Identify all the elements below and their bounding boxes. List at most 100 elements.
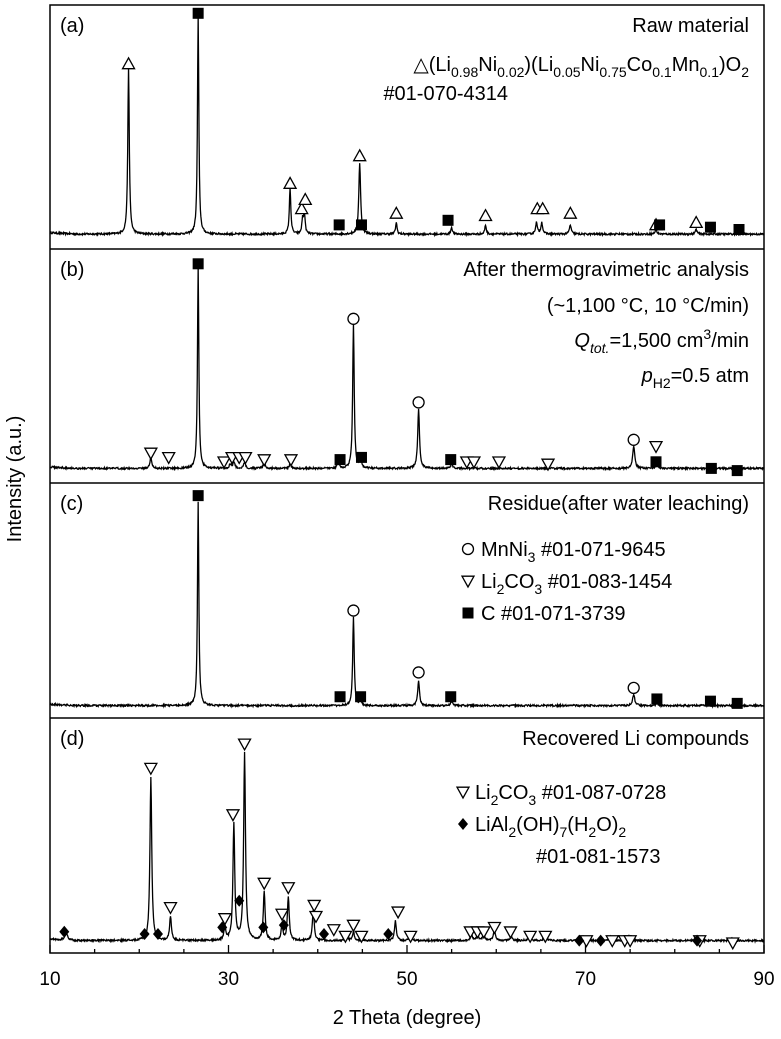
peak-marker-triangle-up-open — [563, 206, 578, 219]
legend-entry-part: 3 — [528, 792, 536, 808]
x-axis: 10 30 50 70 90 2 Theta (degree) — [39, 945, 775, 1029]
peak-marker-triangle-down-open — [283, 454, 299, 467]
peak-marker-triangle-down-open — [725, 937, 740, 951]
peak-marker-triangle-up-open — [535, 201, 550, 215]
legend-marker-diamond-filled — [458, 818, 468, 830]
panel-annotation-part: Q — [574, 330, 590, 352]
peak-marker-square-filled — [355, 691, 367, 703]
peak-marker-triangle-down-open — [143, 762, 158, 776]
legend-entry-part: O) — [596, 814, 618, 836]
peak-marker-triangle-down-open — [257, 877, 272, 891]
legend-entry-part: △(Li — [413, 54, 451, 76]
panel-annotation-part: 3 — [703, 326, 711, 342]
panel-annotation: pH2=0.5 atm — [641, 365, 749, 391]
peak-marker-diamond-filled — [318, 927, 329, 940]
peak-marker-triangle-down-open — [605, 935, 620, 948]
peak-marker-circle-open — [347, 604, 360, 617]
panel-annotation: Qtot.=1,500 cm3/min — [574, 326, 749, 356]
legend-entry-part: (H — [567, 814, 588, 836]
legend-entry-part: #01-071-9645 — [535, 539, 665, 561]
panel-label: (d) — [60, 728, 84, 750]
peak-marker-square-filled — [654, 219, 666, 231]
x-tick-label: 50 — [396, 969, 417, 990]
peak-marker-triangle-down-open — [466, 456, 482, 470]
legend-entry-part: Ni — [581, 54, 600, 76]
peak-marker-square-filled — [334, 454, 346, 466]
panel-annotation-part: /min — [711, 330, 749, 352]
legend-entry-part: LiAl — [475, 814, 508, 836]
legend-entry-part: CO — [498, 782, 528, 804]
plot-frame — [49, 4, 765, 954]
panel-annotation-part: p — [641, 365, 653, 387]
peak-marker-triangle-down-open — [237, 738, 252, 752]
peak-marker-triangle-up-open — [689, 215, 704, 229]
peak-marker-triangle-down-open — [143, 447, 158, 461]
peak-marker-circle-open — [627, 433, 640, 446]
legend-entry-part: 2 — [508, 824, 516, 840]
y-axis-title: Intensity (a.u.) — [4, 416, 26, 543]
peak-marker-diamond-filled — [59, 925, 70, 938]
peak-marker-square-filled — [445, 691, 457, 703]
peak-marker-triangle-down-open — [307, 899, 322, 913]
peak-marker-triangle-down-open — [257, 454, 272, 467]
legend-entry-part: Li — [475, 782, 491, 804]
panel-label: (c) — [60, 493, 83, 515]
x-tick-label: 10 — [39, 969, 60, 990]
legend-entry-part: Ni — [478, 54, 497, 76]
peak-marker-triangle-down-open — [523, 930, 538, 944]
legend-entry-part: 0.1 — [700, 64, 720, 80]
peak-marker-square-filled — [731, 465, 743, 477]
peak-marker-diamond-filled — [234, 894, 245, 907]
peak-marker-square-filled — [650, 456, 662, 468]
panel-annotation-part: =0.5 atm — [671, 365, 749, 387]
legend-entry-part: MnNi — [481, 539, 528, 561]
peak-marker-triangle-up-open — [389, 206, 404, 219]
peak-marker-square-filled — [651, 693, 663, 705]
peak-marker-triangle-down-open — [161, 451, 176, 465]
peak-marker-triangle-down-open — [274, 908, 290, 922]
peak-marker-triangle-down-open — [225, 809, 241, 822]
peak-marker-triangle-up-open — [298, 192, 313, 206]
x-axis-title: 2 Theta (degree) — [333, 1007, 482, 1029]
legend-entry-part: 2 — [588, 824, 596, 840]
peak-marker-triangle-up-open — [121, 56, 136, 70]
legend-entry-part: 7 — [559, 824, 567, 840]
peak-marker-square-filled — [442, 214, 454, 226]
peak-marker-triangle-up-open — [282, 176, 298, 189]
legend-entry-part: C #01-071-3739 — [481, 603, 626, 625]
peak-marker-triangle-down-open — [238, 451, 253, 465]
legend-entry-part: #01-070-4314 — [383, 83, 508, 105]
xrd-pattern-line — [49, 501, 765, 709]
legend-entry-part: 2 — [741, 64, 749, 80]
legend-entry-part: 3 — [534, 581, 542, 597]
legend-entry: #01-070-4314 — [383, 83, 508, 105]
legend-marker-triangle-down-open — [460, 575, 476, 589]
legend-entry: MnNi3 #01-071-9645 — [481, 539, 666, 565]
peak-marker-triangle-up-open — [294, 201, 309, 215]
legend-entry-part: 0.1 — [652, 64, 672, 80]
xrd-pattern-line — [49, 751, 765, 944]
legend-entry: #01-081-1573 — [536, 846, 661, 868]
peak-marker-triangle-down-open — [354, 930, 369, 944]
panel-annotation: (~1,100 °C, 10 °C/min) — [547, 295, 749, 317]
peak-marker-triangle-down-open — [390, 906, 406, 920]
peak-marker-triangle-down-open — [308, 910, 324, 924]
panel-annotation-part: H2 — [653, 375, 671, 391]
peak-marker-diamond-filled — [139, 927, 150, 940]
legend-entry-part: Mn — [672, 54, 700, 76]
xrd-pattern-line — [49, 15, 765, 238]
legend-entry-part: 0.75 — [599, 64, 626, 80]
peak-marker-circle-open — [627, 681, 640, 695]
legend-marker-square-filled — [462, 607, 474, 619]
peak-marker-circle-open — [412, 666, 425, 679]
peak-marker-triangle-down-open — [476, 926, 491, 940]
peak-marker-square-filled — [704, 695, 716, 707]
peak-marker-circle-open — [412, 396, 425, 409]
peak-marker-triangle-down-open — [491, 456, 507, 470]
panel-c: (c) Residue(after water leaching)MnNi3 #0… — [49, 482, 765, 709]
legend-entry-part: 0.02 — [497, 64, 524, 80]
legend-entry-part: Co — [627, 54, 653, 76]
xrd-pattern-line — [49, 265, 765, 472]
legend-entry: Li2CO3 #01-083-1454 — [481, 571, 672, 597]
